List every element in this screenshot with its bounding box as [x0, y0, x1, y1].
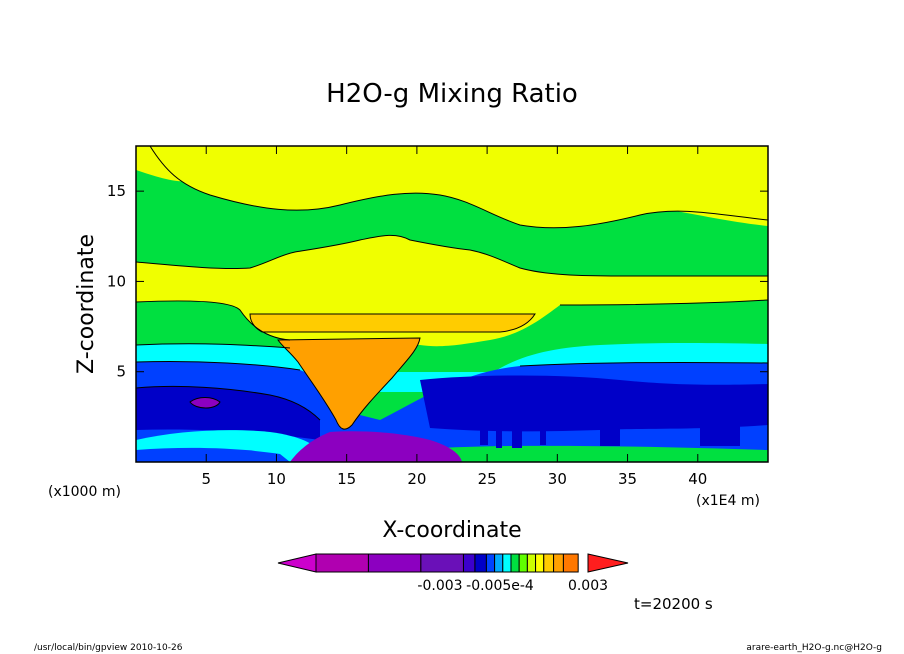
colorbar-cell — [543, 553, 555, 573]
colorbar-cell — [526, 553, 537, 573]
colorbar-cell — [502, 553, 512, 573]
x-tick-label: 5 — [201, 470, 211, 488]
colorbar-cell — [474, 553, 487, 573]
x-tick-label: 15 — [337, 470, 356, 488]
colorbar-cell — [553, 553, 564, 573]
colorbar-labels: -0.003 -0.005e-4 0.003 — [417, 578, 608, 594]
layer-yellow-top-left — [136, 146, 260, 182]
x-tick-label: 10 — [267, 470, 286, 488]
y-tick-label: 5 — [116, 363, 126, 381]
layer-precipitation-streaks — [480, 392, 740, 448]
plot-frame — [135, 145, 769, 463]
colorbar-cell — [485, 553, 496, 573]
layer-blue-floor-left — [136, 447, 290, 462]
layer-orange-plume — [278, 338, 420, 430]
layer-yellow-upper — [136, 146, 768, 228]
y-axis-label: Z-coordinate — [74, 234, 99, 374]
x-tick-label: 35 — [618, 470, 637, 488]
layer-yellow-top-right — [636, 146, 768, 226]
x-unit-right: (x1E4 m) — [696, 493, 760, 509]
x-unit-left: (x1000 m) — [48, 484, 121, 500]
colorbar-cell — [367, 553, 422, 573]
layer-purple-blob — [190, 397, 220, 408]
y-axis-ticks: 5 10 15 — [107, 182, 768, 381]
time-label: t=20200 s — [634, 595, 713, 613]
x-tick-label: 25 — [478, 470, 497, 488]
colorbar-cell — [510, 553, 520, 573]
x-tick-label: 40 — [688, 470, 707, 488]
colorbar-arrow-low — [277, 553, 317, 573]
y-tick-label: 10 — [107, 272, 126, 290]
x-tick-label: 30 — [548, 470, 567, 488]
colorbar-label: -0.003 — [417, 578, 462, 594]
layer-dark-blue-left — [136, 386, 320, 440]
plot-area — [135, 145, 769, 463]
colorbar-cell — [535, 553, 545, 573]
layer-green-bottom-right — [440, 445, 768, 462]
chart-title: H2O-g Mixing Ratio — [326, 79, 578, 109]
colorbar-arrow-high — [587, 553, 629, 573]
colorbar-cell — [494, 553, 504, 573]
contour-lines — [135, 145, 769, 430]
colorbar — [277, 553, 629, 573]
colorbar-cell — [420, 553, 464, 573]
colorbar-label: 0.003 — [568, 578, 608, 594]
layer-light-orange-anvil — [250, 314, 535, 332]
y-tick-label: 15 — [107, 182, 126, 200]
footer-left: /usr/local/bin/gpview 2010-10-26 — [34, 643, 183, 653]
x-tick-label: 20 — [407, 470, 426, 488]
x-axis-label: X-coordinate — [382, 518, 521, 543]
colorbar-cell — [462, 553, 476, 573]
x-axis-ticks: 5 10 15 20 25 30 35 40 — [201, 146, 707, 488]
colorbar-cell — [518, 553, 528, 573]
footer-right: arare-earth_H2O-g.nc@H2O-g — [746, 643, 882, 653]
colorbar-label: -0.005e-4 — [466, 578, 534, 594]
layer-purple-surface — [290, 431, 462, 462]
colorbar-cell — [562, 553, 579, 573]
colorbar-cell — [315, 553, 369, 573]
